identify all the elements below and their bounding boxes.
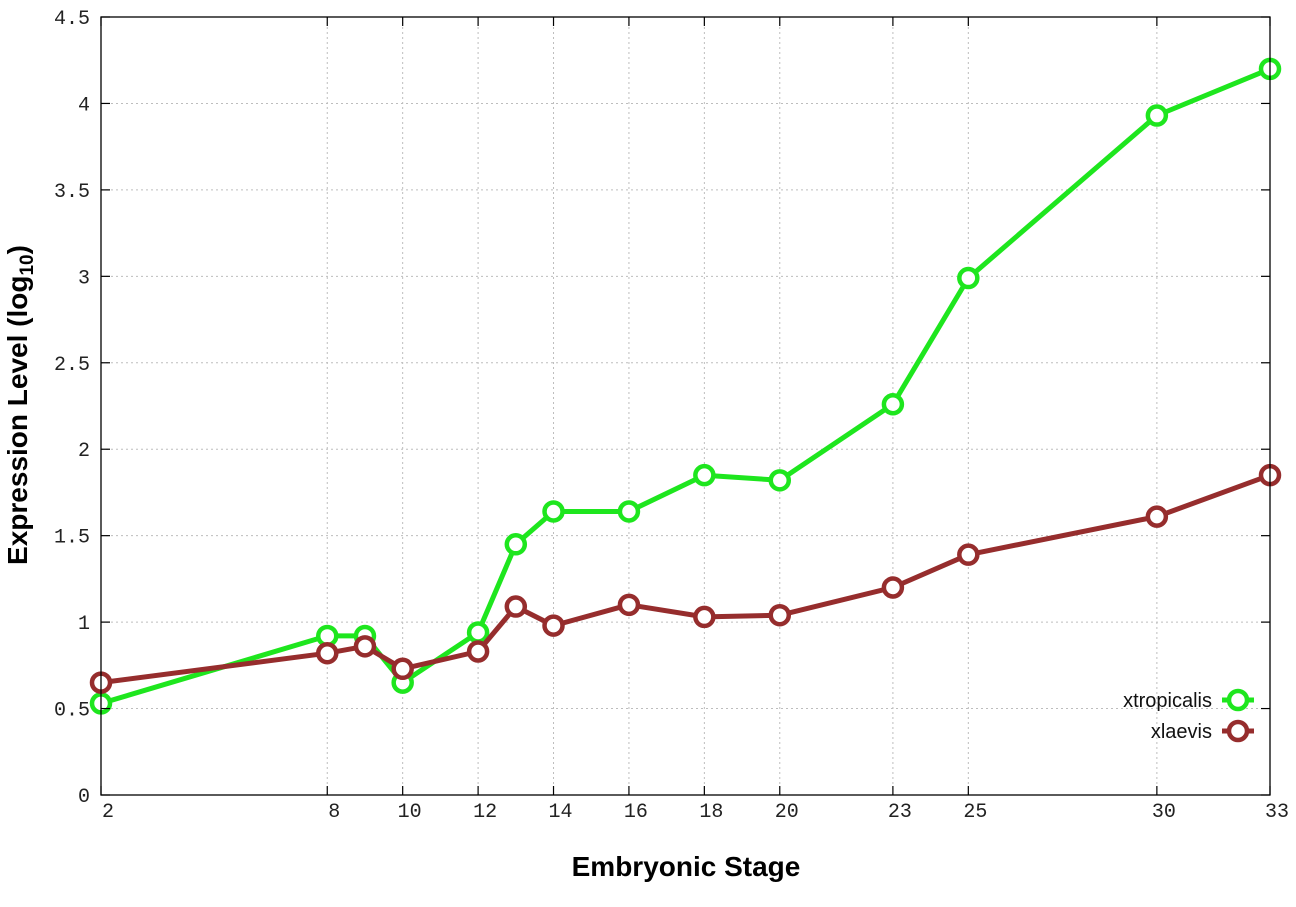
series-line-xtropicalis [100, 66, 1271, 706]
y-tick-label: 4 [78, 94, 90, 117]
series-xlaevis [89, 463, 1282, 694]
data-point-xlaevis [504, 595, 528, 618]
y-tick-label: 3.5 [54, 181, 90, 204]
data-point-xtropicalis [957, 266, 980, 290]
y-tick-label: 1.5 [54, 527, 90, 550]
x-tick-label: 10 [398, 801, 422, 824]
y-tick-labels: 0 0.5 1 1.5 2 2.5 3 3.5 4 4.5 [54, 8, 90, 809]
data-point-xtropicalis [466, 621, 490, 644]
y-axis-title-subscript: 10 [17, 254, 38, 275]
x-tick-label: 14 [549, 801, 573, 824]
data-point-xtropicalis [881, 393, 905, 416]
data-point-xtropicalis [617, 500, 641, 523]
axis-ticks [100, 16, 1271, 796]
plot-frame [100, 16, 1271, 796]
x-tick-label: 23 [888, 801, 912, 824]
data-point-xlaevis [1145, 505, 1169, 528]
data-point-xlaevis [768, 603, 792, 627]
y-tick-label: 1 [78, 613, 90, 636]
data-point-xlaevis [466, 640, 490, 663]
x-tick-label: 25 [963, 801, 987, 824]
x-tick-label: 2 [102, 801, 114, 824]
x-tick-label: 16 [624, 801, 648, 824]
data-point-xlaevis [316, 641, 339, 665]
y-tick-label: 0 [78, 786, 90, 809]
x-tick-label: 8 [328, 801, 340, 824]
x-tick-label: 30 [1152, 801, 1176, 824]
y-tick-label: 4.5 [54, 8, 90, 31]
legend-label-xlaevis: xlaevis [1151, 721, 1212, 743]
x-tick-label: 12 [473, 801, 497, 824]
y-tick-label: 3 [78, 267, 90, 290]
data-point-xlaevis [617, 593, 641, 617]
y-tick-label: 0.5 [54, 700, 90, 723]
data-point-xtropicalis [768, 469, 792, 492]
data-point-xlaevis [957, 543, 980, 566]
y-axis-title-close: ) [2, 245, 33, 254]
data-point-xlaevis [693, 605, 716, 629]
y-axis-title: Expression Level (log10) [2, 245, 38, 565]
data-point-xlaevis [542, 614, 565, 637]
y-axis-title-main: Expression Level (log [2, 276, 33, 565]
data-point-xtropicalis [542, 500, 565, 523]
legend: xtropicalis xlaevis [1123, 688, 1254, 743]
data-point-xtropicalis [693, 463, 716, 487]
data-point-xlaevis [391, 657, 414, 681]
legend-swatch-marker-xlaevis [1226, 719, 1250, 743]
y-tick-label: 2 [78, 440, 90, 463]
legend-label-xtropicalis: xtropicalis [1123, 690, 1212, 712]
x-axis-title: Embryonic Stage [572, 851, 801, 882]
x-tick-label: 18 [699, 801, 723, 824]
data-point-xlaevis [353, 635, 377, 658]
data-point-xtropicalis [1145, 104, 1169, 127]
x-tick-label: 20 [775, 801, 799, 824]
data-point-xtropicalis [504, 533, 528, 556]
legend-swatch-marker-xtropicalis [1226, 688, 1250, 712]
grid-lines [101, 17, 1270, 795]
x-tick-labels: 2 8 10 12 14 16 18 20 23 25 30 33 [102, 801, 1289, 824]
series-layer [89, 57, 1282, 715]
x-tick-label: 33 [1265, 801, 1289, 824]
y-tick-label: 2.5 [54, 354, 90, 377]
data-point-xlaevis [881, 576, 905, 599]
